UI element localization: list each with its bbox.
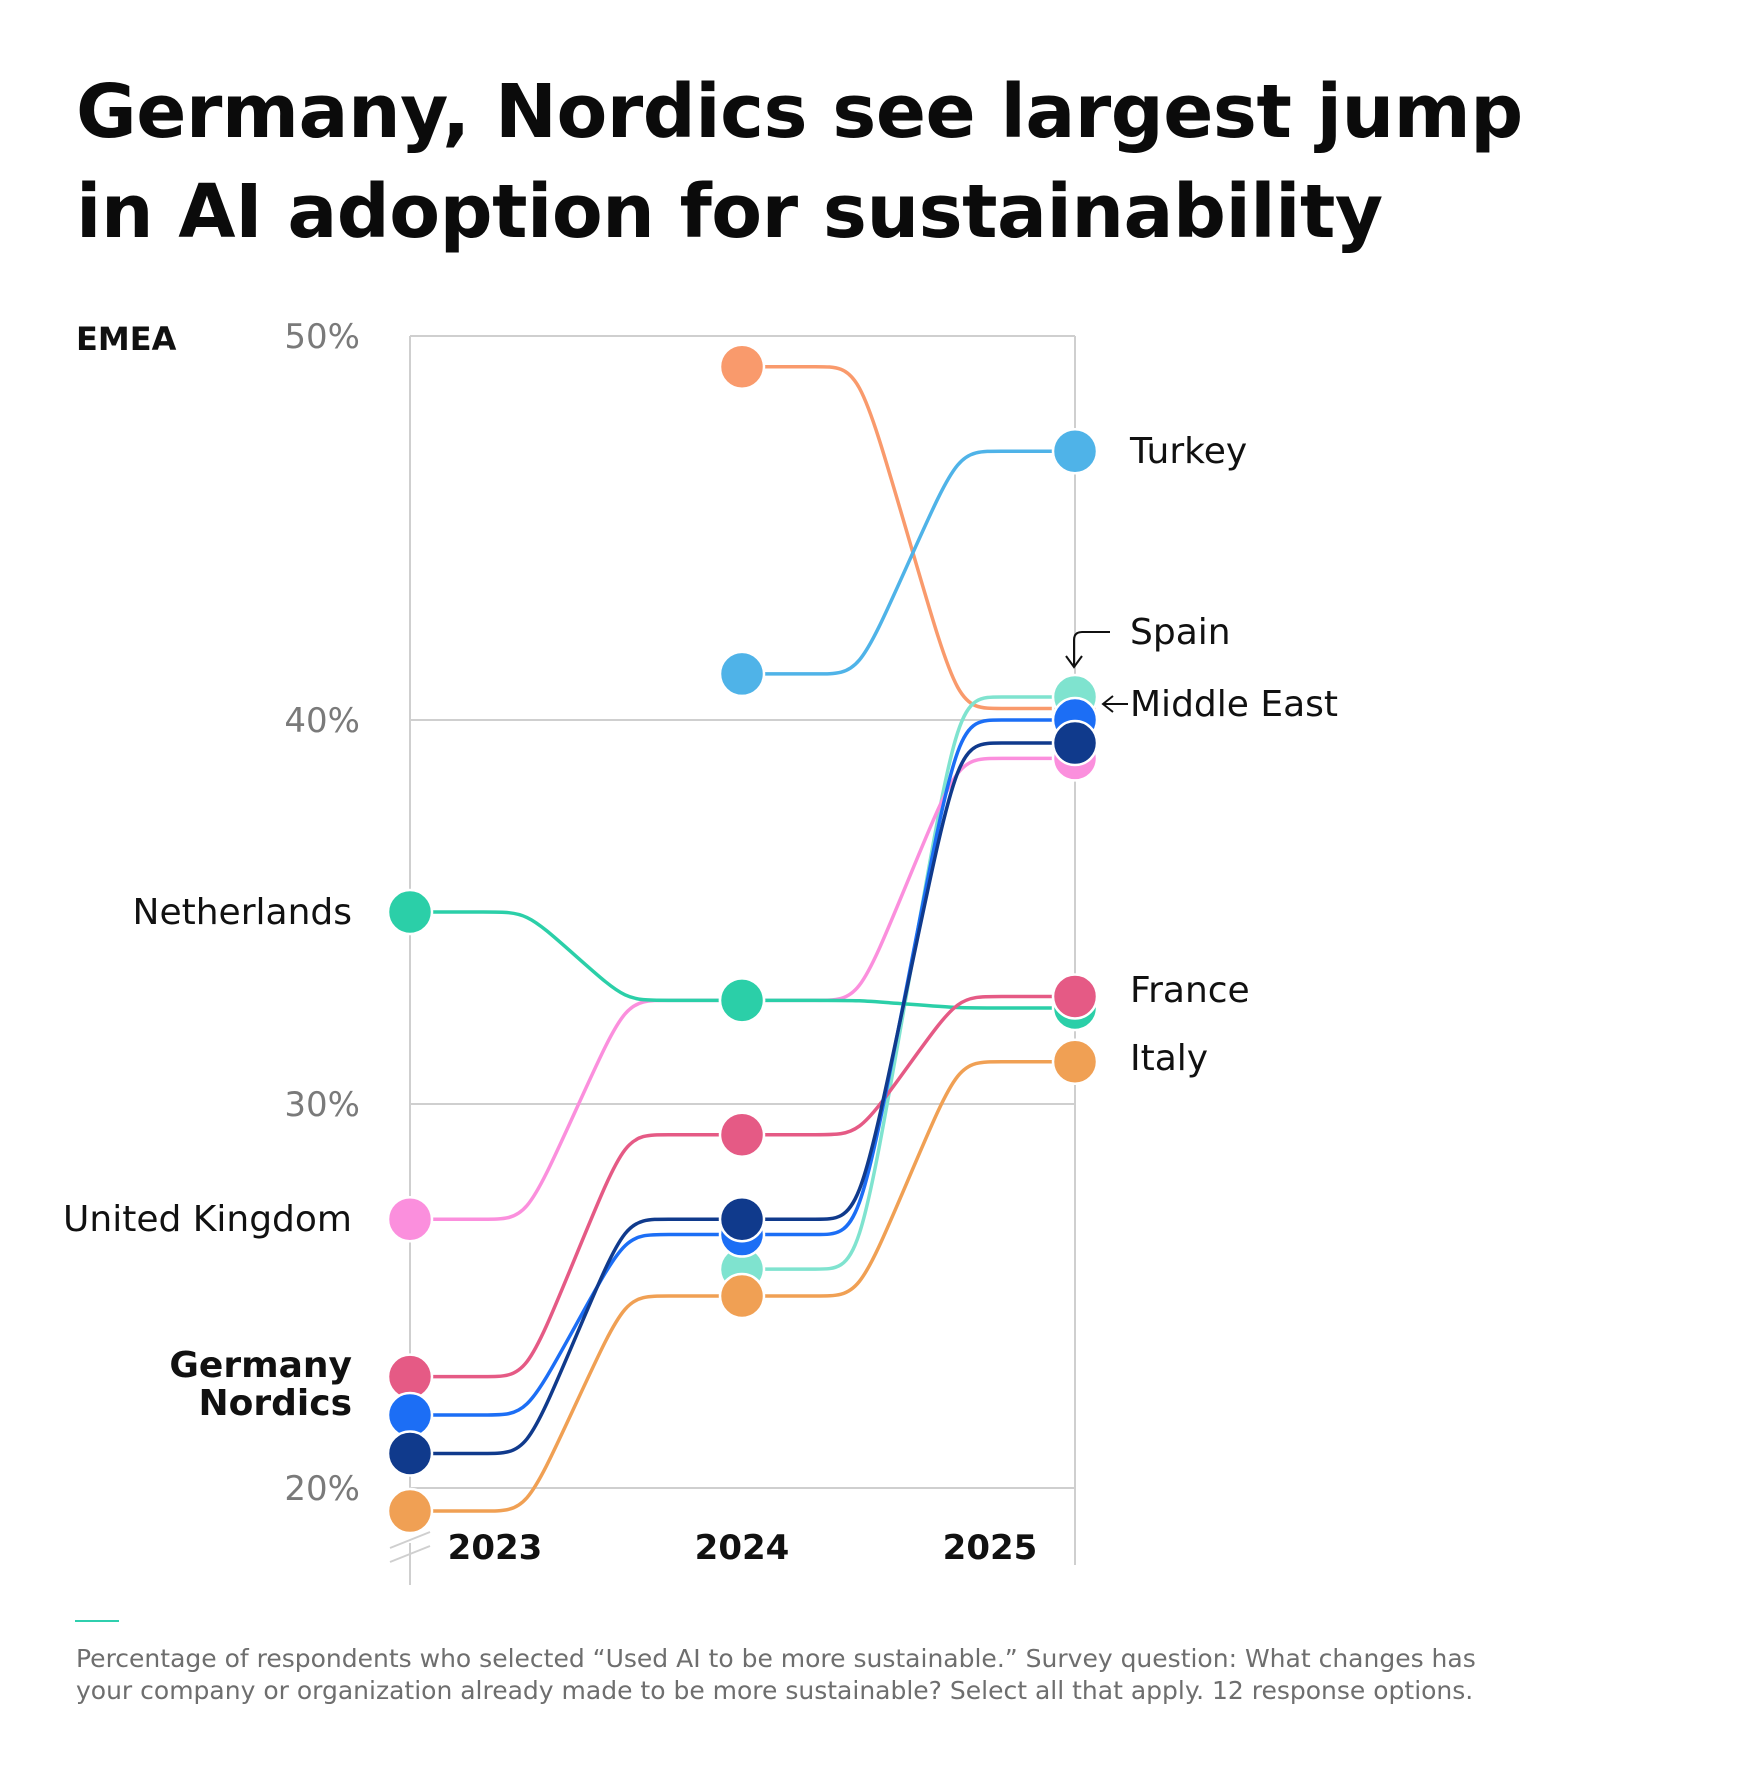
series-line xyxy=(740,449,1077,676)
series-label: Netherlands xyxy=(133,892,352,933)
series-line xyxy=(408,718,1077,1417)
series-line xyxy=(408,741,1077,1456)
axis-break-mark xyxy=(389,1531,431,1549)
data-point xyxy=(718,650,766,698)
series-line xyxy=(740,364,1077,711)
series-label: Nordics xyxy=(199,1383,353,1424)
series-label: Spain xyxy=(1130,612,1231,653)
annotation-arrow xyxy=(1073,631,1110,665)
x-tick-label: 2024 xyxy=(695,1528,790,1568)
data-point xyxy=(386,1195,434,1243)
data-point xyxy=(1051,427,1099,475)
series-label: Italy xyxy=(1130,1038,1208,1079)
y-tick-label: 20% xyxy=(284,1469,360,1509)
slope-chart: 20% 30% 40% 50% EMEA 2023 2024 2025 Middle East… xyxy=(63,317,1338,1585)
data-point xyxy=(386,1430,434,1477)
data-point xyxy=(718,977,766,1024)
y-tick-label: 40% xyxy=(284,701,360,741)
x-tick-label: 2025 xyxy=(943,1528,1038,1568)
footnote-rule xyxy=(75,1620,119,1622)
footnote: Percentage of respondents who selected “… xyxy=(76,1643,1636,1707)
series-line xyxy=(408,910,1077,1010)
chart-title: Germany, Nordics see largest jump in AI … xyxy=(76,62,1576,262)
footnote-line-2: your company or organization already mad… xyxy=(76,1676,1474,1705)
title-line-2: in AI adoption for sustainability xyxy=(76,169,1383,255)
x-tick-label: 2023 xyxy=(448,1528,543,1568)
annotation-arrowhead xyxy=(1101,695,1114,713)
data-point xyxy=(718,343,766,390)
y-tick-label: 50% xyxy=(284,317,360,357)
data-point xyxy=(386,1487,434,1535)
data-point xyxy=(718,1111,766,1158)
data-point xyxy=(718,1195,766,1243)
footnote-line-1: Percentage of respondents who selected “… xyxy=(76,1644,1476,1673)
series-label: Middle East xyxy=(1130,684,1338,725)
series-label: France xyxy=(1130,970,1250,1011)
annotation-arrowhead xyxy=(1065,655,1083,669)
series-line xyxy=(408,994,1077,1379)
data-point xyxy=(386,888,434,936)
y-tick-label: 30% xyxy=(284,1085,360,1125)
data-point xyxy=(1051,719,1099,767)
data-point xyxy=(718,1272,766,1320)
series-label: Turkey xyxy=(1129,431,1247,472)
data-point xyxy=(1051,1038,1099,1086)
data-point xyxy=(1051,973,1099,1020)
region-label: EMEA xyxy=(76,320,177,358)
axis-break-mark xyxy=(389,1545,431,1563)
series-label: United Kingdom xyxy=(63,1199,352,1240)
series-line xyxy=(408,1060,1077,1513)
title-line-1: Germany, Nordics see largest jump xyxy=(76,69,1523,155)
series-label: Germany xyxy=(169,1345,352,1386)
